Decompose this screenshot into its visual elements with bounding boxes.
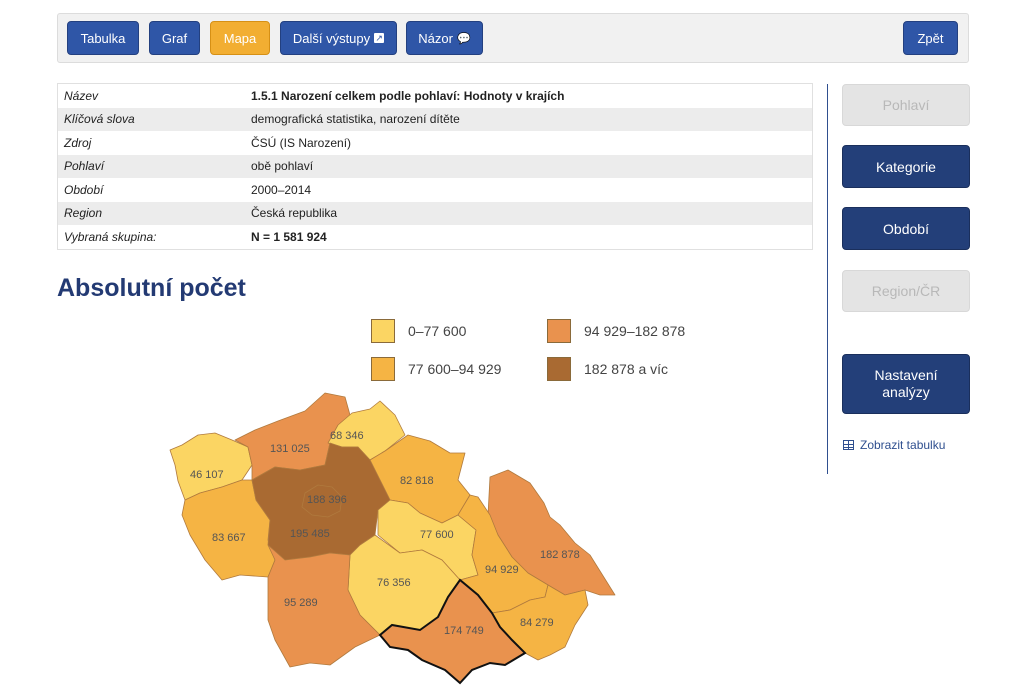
kategorie-button[interactable]: Kategorie xyxy=(842,145,970,188)
table-icon xyxy=(843,440,854,450)
obdobi-label: Období xyxy=(883,220,929,237)
region-labels: 46 107 131 025 68 346 82 818 83 667 195 … xyxy=(190,430,580,637)
info-value: ČSÚ (IS Narození) xyxy=(251,135,352,150)
info-value: N = 1 581 924 xyxy=(251,229,327,244)
nastaveni-analyzy-label: Nastavení analýzy xyxy=(874,367,938,400)
mapa-label: Mapa xyxy=(223,30,257,46)
info-value: obě pohlaví xyxy=(245,154,813,178)
legend-item: 182 878 a víc xyxy=(547,357,668,381)
legend-swatch xyxy=(547,357,571,381)
graf-label: Graf xyxy=(161,30,188,46)
region-label: 131 025 xyxy=(270,443,310,455)
region-label: 68 346 xyxy=(330,430,364,442)
info-row: Období 2000–2014 xyxy=(58,178,813,202)
pohlavi-button[interactable]: Pohlaví xyxy=(842,84,970,126)
region-jihocesky[interactable] xyxy=(267,544,381,668)
region-label: 83 667 xyxy=(212,532,246,544)
region-cr-label: Region/ČR xyxy=(871,283,941,299)
info-key: Název xyxy=(64,88,99,103)
tabulka-button[interactable]: Tabulka xyxy=(67,21,139,55)
external-link-icon: ↗ xyxy=(374,33,385,43)
selected-region-outline xyxy=(378,578,527,685)
mapa-button[interactable]: Mapa xyxy=(210,21,270,55)
legend-item: 77 600–94 929 xyxy=(371,357,501,381)
info-value: 1.5.1 Narození celkem podle pohlaví: Hod… xyxy=(251,88,565,103)
toolbar: Tabulka Graf Mapa Další výstupy ↗ Názor 💬 … xyxy=(57,13,969,63)
legend-item: 94 929–182 878 xyxy=(547,319,685,343)
comment-icon: 💬 xyxy=(456,32,471,45)
info-value: demografická statistika, narození dítěte xyxy=(245,107,813,131)
obdobi-button[interactable]: Období xyxy=(842,207,970,250)
nazor-button[interactable]: Názor 💬 xyxy=(406,21,483,55)
nastaveni-analyzy-button[interactable]: Nastavení analýzy xyxy=(842,354,970,414)
region-label: 182 878 xyxy=(540,549,580,561)
pohlavi-label: Pohlaví xyxy=(882,97,930,113)
dalsi-vystupy-label: Další výstupy xyxy=(292,30,371,46)
region-praha[interactable] xyxy=(301,484,343,518)
info-key: Region xyxy=(57,201,245,225)
region-map: 46 107 131 025 68 346 82 818 83 667 195 … xyxy=(169,392,616,685)
legend-swatch xyxy=(371,357,395,381)
region-label: 77 600 xyxy=(420,529,454,541)
info-row: Vybraná skupina: N = 1 581 924 xyxy=(58,225,813,249)
legend-label: 182 878 a víc xyxy=(584,361,669,377)
kategorie-label: Kategorie xyxy=(876,158,936,175)
info-key: Vybraná skupina: xyxy=(64,229,157,244)
info-row: Název 1.5.1 Narození celkem podle pohlaví… xyxy=(58,84,813,108)
region-label: 188 396 xyxy=(307,494,347,506)
region-karlovarsky[interactable] xyxy=(169,432,253,501)
region-label: 46 107 xyxy=(190,469,224,481)
legend-swatch xyxy=(547,319,571,343)
info-key: Pohlaví xyxy=(57,154,245,178)
region-label: 84 279 xyxy=(520,617,554,629)
info-row: Klíčová slova demografická statistika, na… xyxy=(57,107,813,131)
region-label: 195 485 xyxy=(290,528,330,540)
zobrazit-tabulku-link[interactable]: Zobrazit tabulku xyxy=(843,438,945,452)
dalsi-vystupy-button[interactable]: Další výstupy ↗ xyxy=(280,21,397,55)
nazor-label: Názor xyxy=(418,30,453,46)
info-key: Období xyxy=(64,182,104,197)
legend-item: 0–77 600 xyxy=(371,319,466,343)
info-row: Pohlaví obě pohlaví xyxy=(57,154,813,178)
legend-swatch xyxy=(371,319,395,343)
info-row: Zdroj ČSÚ (IS Narození) xyxy=(58,131,813,155)
legend-label: 94 929–182 878 xyxy=(584,323,686,339)
region-label: 94 929 xyxy=(485,564,519,576)
region-cr-button[interactable]: Region/ČR xyxy=(842,270,970,312)
page-title: Absolutní počet xyxy=(57,274,246,302)
zpet-button[interactable]: Zpět xyxy=(903,21,958,55)
info-row: Region Česká republika xyxy=(57,201,813,225)
legend-label: 0–77 600 xyxy=(408,323,467,339)
graf-button[interactable]: Graf xyxy=(149,21,200,55)
legend-label: 77 600–94 929 xyxy=(408,361,502,377)
region-label: 174 749 xyxy=(444,625,484,637)
zpet-label: Zpět xyxy=(917,30,944,46)
sidebar-divider xyxy=(827,84,828,474)
region-label: 76 356 xyxy=(377,577,411,589)
info-value: 2000–2014 xyxy=(251,182,312,197)
region-label: 82 818 xyxy=(400,475,434,487)
region-label: 95 289 xyxy=(284,597,318,609)
zobrazit-tabulku-label: Zobrazit tabulku xyxy=(860,438,946,452)
info-key: Klíčová slova xyxy=(57,107,245,131)
info-value: Česká republika xyxy=(245,201,813,225)
tabulka-label: Tabulka xyxy=(80,30,126,46)
info-key: Zdroj xyxy=(64,135,92,150)
info-table: Název 1.5.1 Narození celkem podle pohlaví… xyxy=(57,83,813,250)
